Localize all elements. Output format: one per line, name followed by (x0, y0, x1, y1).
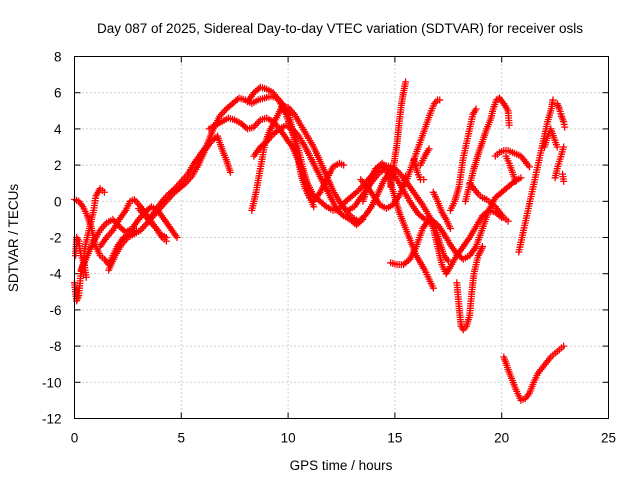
x-tick-label: 5 (178, 431, 186, 446)
series-arc-23 (446, 105, 480, 214)
plus-markers (359, 159, 437, 292)
plus-markers (446, 105, 480, 214)
plus-markers (387, 78, 410, 191)
plus-markers (502, 152, 520, 185)
plus-markers (466, 179, 512, 225)
plus-markers (429, 188, 454, 232)
plus-markers (491, 147, 533, 171)
series-arc-26 (466, 179, 512, 225)
y-tick-label: -4 (49, 267, 61, 282)
y-tick-labels: -12 -10 -8 -6 -4 -2 0 2 4 6 8 (42, 50, 62, 427)
plus-markers (402, 96, 444, 187)
plus-markers (540, 125, 561, 151)
series-arc-34 (559, 170, 568, 185)
series-arc-24 (453, 243, 486, 334)
y-axis-label: SDTVAR / TECUs (6, 184, 21, 293)
y-tick-label: -10 (42, 375, 62, 390)
y-tick-label: 2 (54, 158, 62, 173)
series-arc-15 (387, 206, 506, 278)
plus-markers (410, 156, 428, 184)
y-tick-label: -12 (42, 412, 62, 427)
series-arc-19 (402, 96, 444, 187)
series-arc-28 (491, 147, 533, 171)
series-arc-11 (250, 121, 367, 229)
plus-markers (417, 145, 433, 169)
x-tick-label: 15 (387, 431, 402, 446)
data-series (71, 78, 569, 404)
series-arc-29 (500, 342, 568, 404)
y-tick-label: 6 (54, 86, 62, 101)
chart-title: Day 087 of 2025, Sidereal Day-to-day VTE… (97, 21, 583, 36)
y-tick-label: 0 (54, 194, 62, 209)
series-arc-20 (410, 156, 428, 184)
plus-markers (453, 243, 486, 334)
plus-markers (559, 170, 568, 185)
series-arc-13 (284, 107, 348, 205)
series-arc-30 (515, 96, 557, 256)
plus-markers (357, 172, 410, 212)
series-arc-27 (502, 152, 520, 185)
series-arc-16 (359, 159, 437, 292)
series-arc-31 (540, 125, 561, 151)
series-arc-32 (553, 100, 569, 131)
plus-markers (553, 100, 569, 131)
y-tick-label: 8 (54, 50, 62, 65)
x-axis-label: GPS time / hours (290, 458, 393, 473)
series-arc-18 (387, 78, 410, 191)
x-tick-label: 20 (494, 431, 509, 446)
y-tick-label: -2 (49, 231, 61, 246)
x-tick-label: 10 (281, 431, 296, 446)
x-tick-label: 25 (601, 431, 616, 446)
x-tick-labels: 0 5 10 15 20 25 (71, 431, 616, 446)
plus-markers (515, 96, 557, 256)
x-tick-label: 0 (71, 431, 79, 446)
plus-markers (284, 107, 348, 205)
plus-markers (387, 206, 506, 278)
y-tick-label: -6 (49, 303, 61, 318)
y-tick-label: 4 (54, 122, 62, 137)
series-arc-21 (429, 188, 454, 232)
plot-frame (74, 56, 609, 419)
series-arc-33 (551, 143, 568, 182)
plus-markers (551, 143, 568, 182)
series-arc-17 (357, 172, 410, 212)
series-arc-22 (417, 145, 433, 169)
plus-markers (250, 121, 367, 229)
plus-markers (500, 342, 568, 404)
y-tick-label: -8 (49, 339, 61, 354)
